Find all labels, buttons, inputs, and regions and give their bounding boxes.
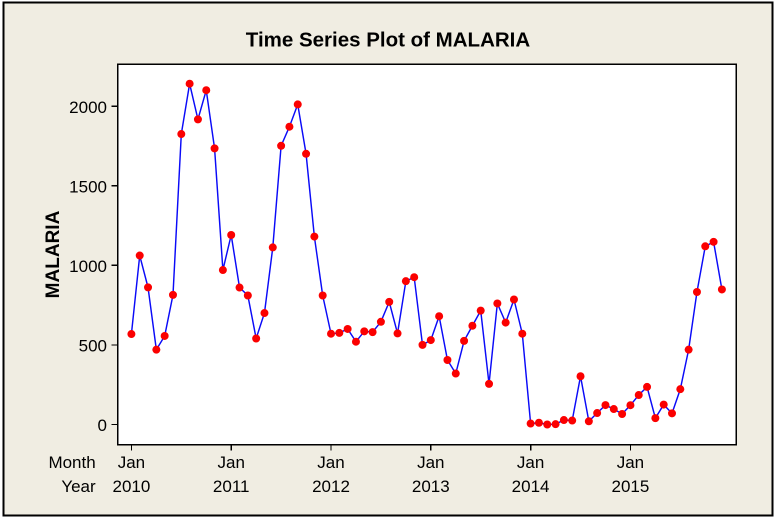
svg-text:Month: Month <box>48 453 95 472</box>
svg-text:Jan: Jan <box>617 453 644 472</box>
svg-text:2011: 2011 <box>213 477 250 496</box>
svg-text:Jan: Jan <box>517 453 544 472</box>
svg-text:0: 0 <box>98 416 107 435</box>
svg-text:2013: 2013 <box>412 477 450 496</box>
svg-text:1500: 1500 <box>69 177 107 196</box>
svg-text:2000: 2000 <box>69 98 107 117</box>
svg-text:2014: 2014 <box>512 477 550 496</box>
svg-text:500: 500 <box>79 337 107 356</box>
svg-text:1000: 1000 <box>69 257 107 276</box>
svg-text:2015: 2015 <box>611 477 649 496</box>
svg-text:2010: 2010 <box>112 477 150 496</box>
svg-text:Time Series Plot of MALARIA: Time Series Plot of MALARIA <box>246 29 531 52</box>
svg-text:Jan: Jan <box>217 453 244 472</box>
svg-text:MALARIA: MALARIA <box>43 210 64 298</box>
svg-text:Jan: Jan <box>417 453 444 472</box>
svg-text:Year: Year <box>61 477 96 496</box>
svg-text:Jan: Jan <box>317 453 344 472</box>
svg-text:Jan: Jan <box>118 453 145 472</box>
svg-text:2012: 2012 <box>312 477 350 496</box>
